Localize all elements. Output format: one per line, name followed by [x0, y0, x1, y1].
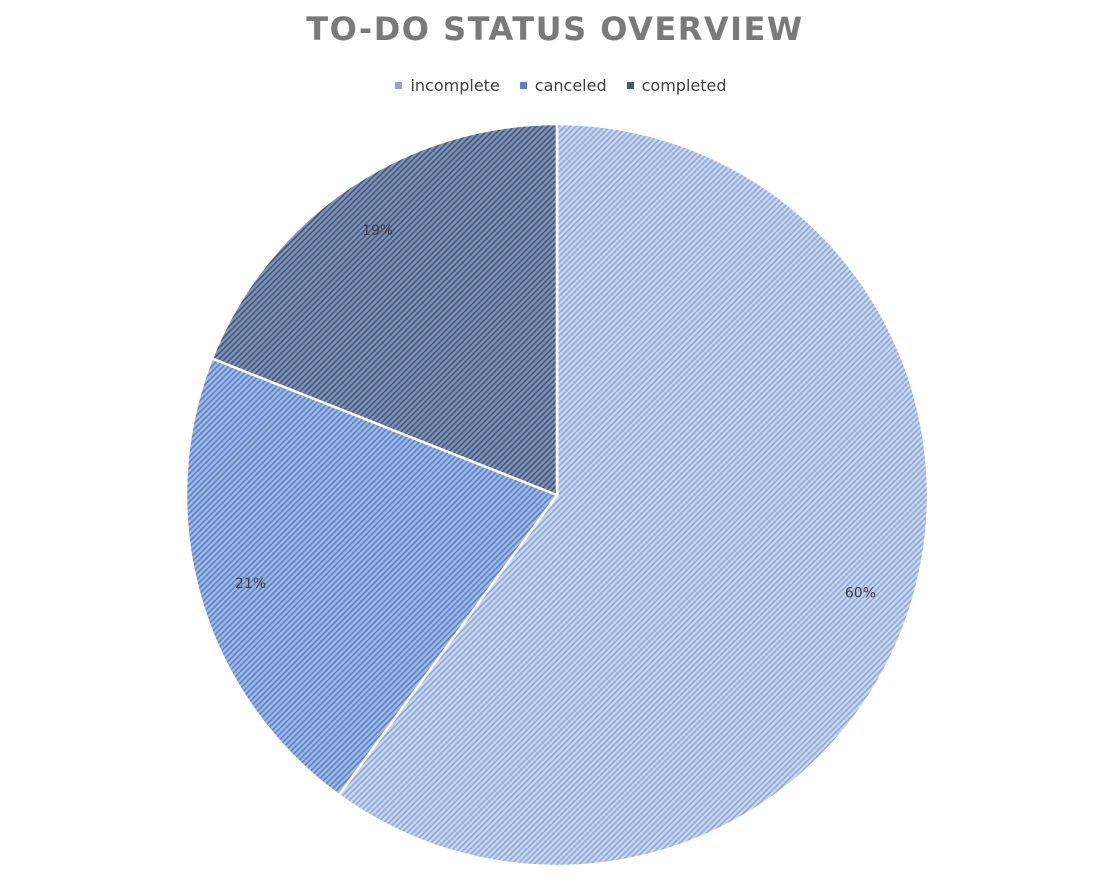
- legend-swatch-completed: [626, 82, 634, 89]
- legend-swatch-incomplete: [395, 82, 403, 89]
- legend-item-incomplete: incomplete: [395, 76, 500, 95]
- data-label-canceled: 21%: [235, 576, 266, 592]
- pie-slices: [184, 122, 930, 868]
- legend-label-canceled: canceled: [534, 76, 607, 95]
- legend-swatch-canceled: [519, 82, 527, 89]
- pie-data-labels: 60% 21% 19%: [235, 223, 876, 601]
- chart-title: TO-DO STATUS OVERVIEW: [306, 10, 804, 48]
- legend: incomplete canceled completed: [0, 76, 1118, 95]
- legend-item-completed: completed: [626, 76, 727, 95]
- pie-slice-incomplete: [337, 122, 930, 868]
- data-label-incomplete: 60%: [845, 586, 876, 602]
- pie-slice-completed: [210, 122, 559, 497]
- pie-slice-canceled: [184, 356, 559, 797]
- legend-label-incomplete: incomplete: [410, 76, 500, 95]
- legend-item-canceled: canceled: [519, 76, 607, 95]
- legend-label-completed: completed: [641, 76, 727, 95]
- data-label-completed: 19%: [362, 223, 393, 239]
